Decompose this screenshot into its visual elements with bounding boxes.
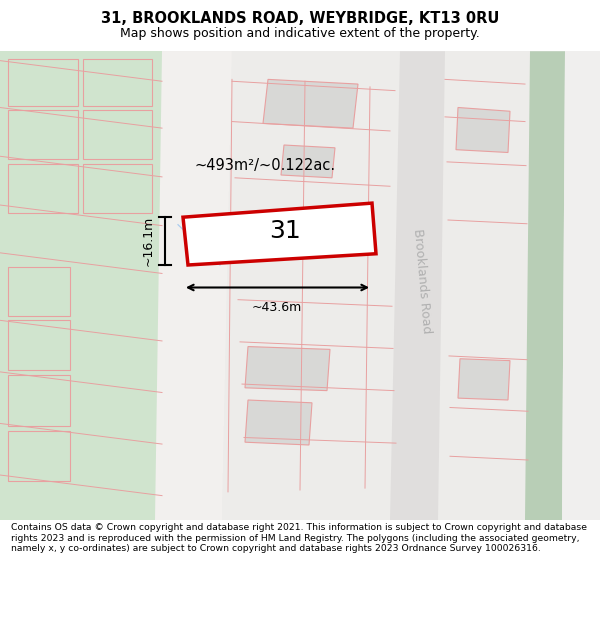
Text: ~16.1m: ~16.1m (142, 216, 155, 266)
Polygon shape (245, 400, 312, 445)
Polygon shape (245, 346, 330, 391)
Polygon shape (222, 51, 400, 520)
Polygon shape (458, 359, 510, 400)
Text: Map shows position and indicative extent of the property.: Map shows position and indicative extent… (120, 27, 480, 40)
Polygon shape (456, 107, 510, 152)
Polygon shape (390, 51, 445, 520)
Polygon shape (8, 110, 78, 159)
Text: Contains OS data © Crown copyright and database right 2021. This information is : Contains OS data © Crown copyright and d… (11, 523, 587, 553)
Text: ~43.6m: ~43.6m (252, 301, 302, 314)
Polygon shape (183, 203, 376, 265)
Polygon shape (263, 79, 358, 128)
Polygon shape (83, 59, 152, 106)
Polygon shape (8, 267, 70, 316)
Polygon shape (438, 51, 530, 520)
Polygon shape (8, 164, 78, 212)
Text: 31, BROOKLANDS ROAD, WEYBRIDGE, KT13 0RU: 31, BROOKLANDS ROAD, WEYBRIDGE, KT13 0RU (101, 11, 499, 26)
Polygon shape (0, 51, 162, 520)
Polygon shape (83, 110, 152, 159)
Text: 31: 31 (269, 219, 301, 243)
Polygon shape (525, 51, 565, 520)
Polygon shape (8, 374, 70, 426)
Polygon shape (8, 59, 78, 106)
Polygon shape (83, 164, 152, 212)
Polygon shape (562, 51, 600, 520)
Polygon shape (281, 145, 335, 177)
Polygon shape (155, 51, 232, 520)
Text: ~493m²/~0.122ac.: ~493m²/~0.122ac. (195, 158, 336, 173)
Polygon shape (8, 320, 70, 370)
Polygon shape (8, 431, 70, 481)
Text: Brooklands Road: Brooklands Road (411, 228, 433, 334)
